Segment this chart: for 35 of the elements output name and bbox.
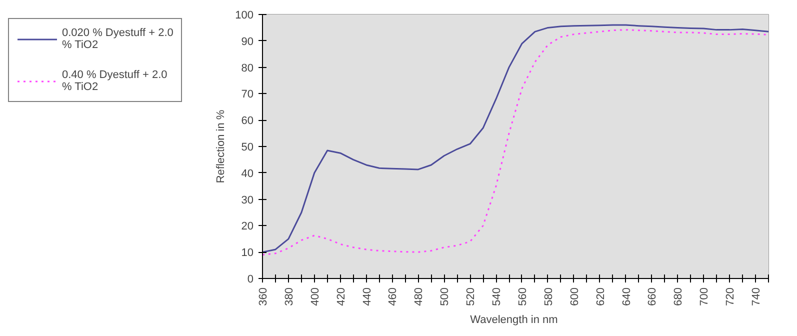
x-tick-label: 460 bbox=[387, 287, 400, 306]
y-tick-label: 100 bbox=[235, 10, 254, 22]
y-tick-label: 10 bbox=[241, 247, 254, 260]
y-tick-label: 70 bbox=[241, 88, 254, 101]
y-tick-label: 40 bbox=[241, 168, 254, 180]
x-tick-label: 700 bbox=[698, 287, 711, 306]
x-tick-label: 480 bbox=[413, 287, 426, 306]
y-tick-label: 80 bbox=[241, 62, 254, 74]
y-tick-label: 50 bbox=[241, 142, 254, 154]
x-tick-label: 500 bbox=[439, 287, 452, 306]
x-tick-label: 640 bbox=[620, 287, 633, 306]
x-tick-label: 600 bbox=[568, 287, 581, 306]
x-tick-label: 440 bbox=[361, 287, 374, 306]
x-tick-label: 520 bbox=[465, 287, 478, 306]
x-axis-title: Wavelength in nm bbox=[470, 314, 558, 326]
x-tick-label: 660 bbox=[646, 287, 659, 306]
x-tick-label: 380 bbox=[283, 287, 296, 306]
y-tick-label: 20 bbox=[241, 220, 254, 233]
x-tick-label: 620 bbox=[594, 287, 607, 306]
x-tick-label: 540 bbox=[491, 287, 504, 306]
y-tick-label: 0 bbox=[247, 274, 254, 286]
x-tick-label: 420 bbox=[335, 287, 348, 306]
x-tick-label: 720 bbox=[724, 287, 737, 306]
y-tick-label: 30 bbox=[241, 194, 254, 206]
y-tick-label: 90 bbox=[241, 36, 254, 48]
x-tick-label: 360 bbox=[258, 287, 270, 306]
x-tick-label: 740 bbox=[750, 287, 763, 306]
legend-label: 0.020 % Dyestuff + 2.0 % TiO2 bbox=[62, 27, 174, 51]
legend-label: 0.40 % Dyestuff + 2.0 % TiO2 bbox=[62, 69, 168, 93]
x-tick-label: 400 bbox=[309, 287, 322, 306]
x-tick-label: 560 bbox=[516, 287, 529, 306]
y-axis-title: Reflection in % bbox=[215, 110, 228, 184]
y-tick-label: 60 bbox=[241, 115, 254, 128]
x-tick-label: 680 bbox=[672, 287, 685, 306]
x-tick-label: 580 bbox=[542, 287, 555, 306]
